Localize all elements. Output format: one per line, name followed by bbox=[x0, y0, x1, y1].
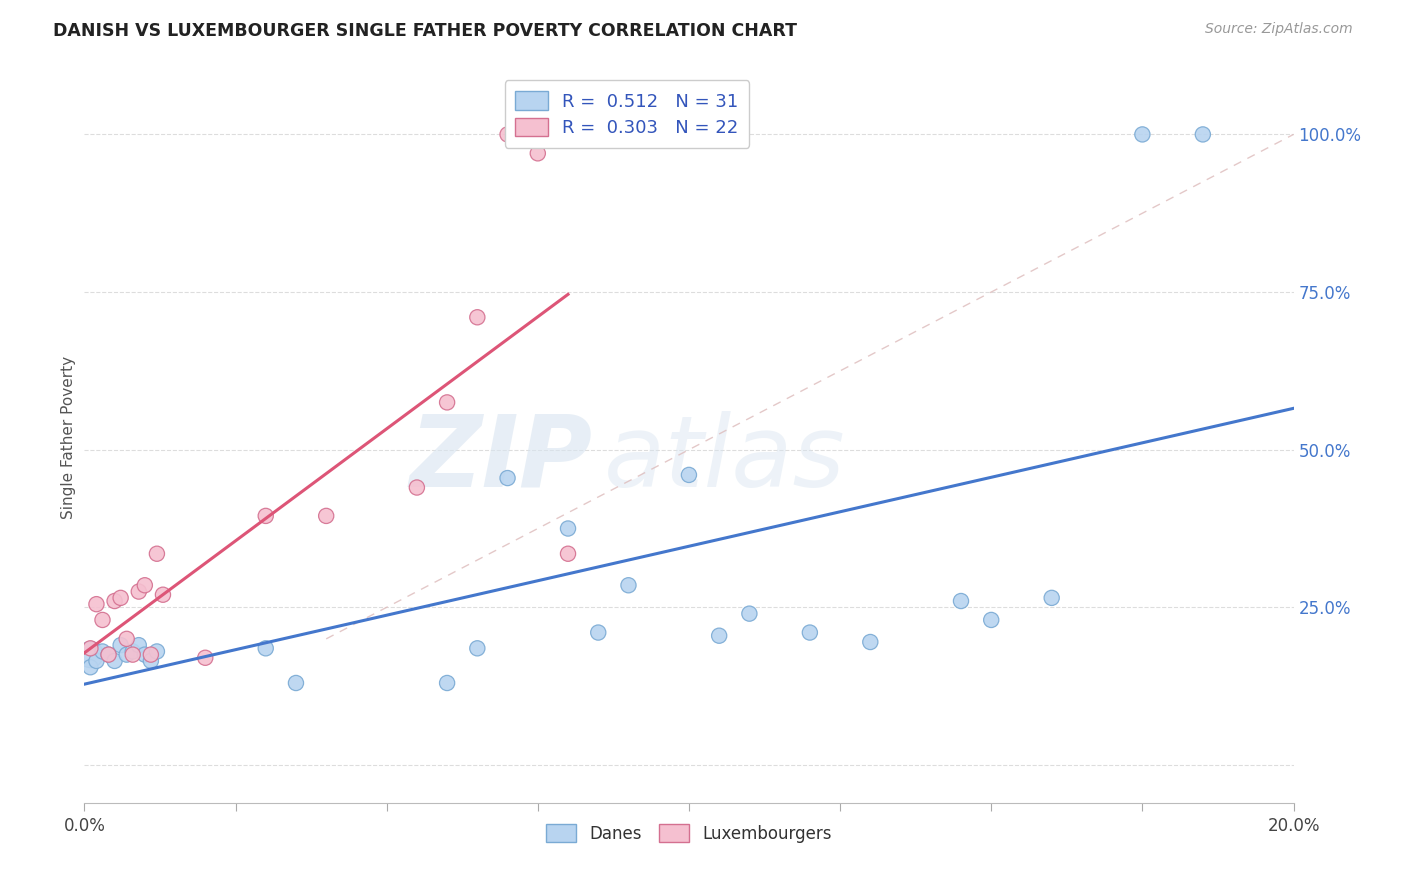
Point bbox=[678, 467, 700, 482]
Point bbox=[86, 597, 108, 611]
Point bbox=[115, 648, 138, 662]
Point bbox=[1040, 591, 1063, 605]
Point bbox=[110, 591, 132, 605]
Point bbox=[194, 650, 217, 665]
Point bbox=[980, 613, 1002, 627]
Y-axis label: Single Father Poverty: Single Father Poverty bbox=[60, 356, 76, 518]
Point bbox=[128, 584, 150, 599]
Point bbox=[86, 654, 108, 668]
Point bbox=[527, 146, 550, 161]
Point bbox=[285, 676, 308, 690]
Point bbox=[79, 648, 101, 662]
Point bbox=[950, 594, 973, 608]
Point bbox=[254, 641, 277, 656]
Point bbox=[254, 508, 277, 523]
Point bbox=[121, 648, 143, 662]
Point bbox=[139, 654, 162, 668]
Point bbox=[467, 310, 489, 325]
Point bbox=[617, 578, 640, 592]
Point bbox=[738, 607, 761, 621]
Point bbox=[557, 521, 579, 535]
Point bbox=[79, 660, 101, 674]
Point bbox=[496, 471, 519, 485]
Point bbox=[139, 648, 162, 662]
Point bbox=[859, 635, 882, 649]
Point bbox=[128, 638, 150, 652]
Point bbox=[709, 629, 731, 643]
Point bbox=[121, 644, 143, 658]
Point bbox=[134, 648, 156, 662]
Point bbox=[152, 588, 174, 602]
Point bbox=[97, 648, 120, 662]
Point bbox=[91, 613, 114, 627]
Point bbox=[146, 547, 169, 561]
Point bbox=[406, 481, 429, 495]
Point bbox=[467, 641, 489, 656]
Point bbox=[146, 644, 169, 658]
Text: Source: ZipAtlas.com: Source: ZipAtlas.com bbox=[1205, 22, 1353, 37]
Point bbox=[115, 632, 138, 646]
Text: ZIP: ZIP bbox=[409, 410, 592, 508]
Legend: Danes, Luxembourgers: Danes, Luxembourgers bbox=[540, 818, 838, 849]
Point bbox=[315, 508, 337, 523]
Text: atlas: atlas bbox=[605, 410, 846, 508]
Point bbox=[557, 547, 579, 561]
Point bbox=[104, 594, 127, 608]
Point bbox=[104, 654, 127, 668]
Point bbox=[436, 395, 458, 409]
Point bbox=[110, 638, 132, 652]
Point bbox=[496, 128, 519, 142]
Point bbox=[799, 625, 821, 640]
Point bbox=[1130, 128, 1153, 142]
Point bbox=[1192, 128, 1215, 142]
Point bbox=[134, 578, 156, 592]
Point bbox=[436, 676, 458, 690]
Text: DANISH VS LUXEMBOURGER SINGLE FATHER POVERTY CORRELATION CHART: DANISH VS LUXEMBOURGER SINGLE FATHER POV… bbox=[53, 22, 797, 40]
Point bbox=[79, 641, 101, 656]
Point bbox=[588, 625, 610, 640]
Point bbox=[97, 648, 120, 662]
Point bbox=[91, 644, 114, 658]
